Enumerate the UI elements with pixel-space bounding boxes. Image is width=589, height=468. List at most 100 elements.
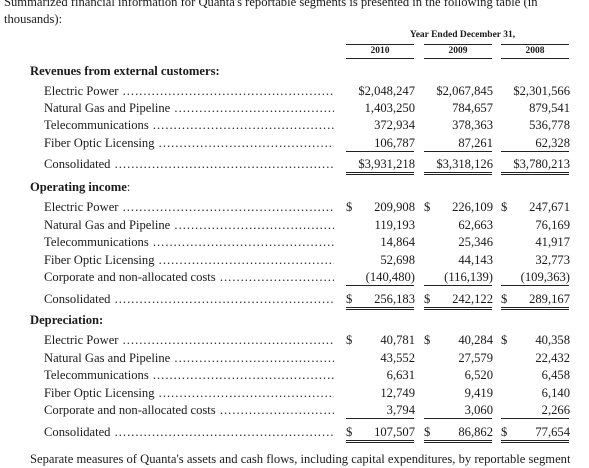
value-cell: (116,139) <box>424 269 493 286</box>
section-title-wrap: Operating income: <box>30 180 130 195</box>
value-number: 40,284 <box>458 332 493 349</box>
intro-paragraph: Summarized financial information for Qua… <box>4 0 584 28</box>
value-number: 25,346 <box>458 234 493 251</box>
dollar-sign: $ <box>501 332 507 349</box>
value-cell: 784,657 <box>424 100 493 117</box>
value-number: (109,363) <box>521 269 570 286</box>
value-cell: $226,109 <box>424 199 493 216</box>
section-title: Revenues from external customers: <box>30 64 220 79</box>
subtotal-rule <box>501 151 569 152</box>
value-number: 76,169 <box>535 217 570 234</box>
value-cell: 6,520 <box>424 367 493 384</box>
value-cell: 6,140 <box>501 385 570 402</box>
value-cell: 41,917 <box>501 234 570 251</box>
row-label: Corporate and non-allocated costs ......… <box>44 269 334 286</box>
value-cell: 536,778 <box>501 117 570 134</box>
value-number: 27,579 <box>458 350 493 367</box>
row-label-text: Corporate and non-allocated costs <box>44 270 216 284</box>
row-label-text: Fiber Optic Licensing <box>44 253 155 267</box>
row-label-text: Fiber Optic Licensing <box>44 136 155 150</box>
value-cell: 43,552 <box>346 350 415 367</box>
value-number: 289,167 <box>529 291 570 308</box>
value-cell: 119,193 <box>346 217 415 234</box>
value-number: 378,363 <box>452 117 493 134</box>
dollar-sign: $ <box>346 199 352 216</box>
value-cell: 6,458 <box>501 367 570 384</box>
dollar-sign: $ <box>501 424 507 441</box>
value-cell: 372,934 <box>346 117 415 134</box>
row-label: Natural Gas and Pipeline ...............… <box>44 217 334 234</box>
row-label: Natural Gas and Pipeline ...............… <box>44 350 334 367</box>
value-cell: $77,654 <box>501 424 570 441</box>
value-cell: 3,794 <box>346 402 415 419</box>
value-number: 784,657 <box>452 100 493 117</box>
value-cell: 2,266 <box>501 402 570 419</box>
row-label-text: Natural Gas and Pipeline <box>44 101 170 115</box>
leader-dots: ........................................… <box>110 157 334 171</box>
dollar-sign: $ <box>424 291 430 308</box>
subtotal-rule <box>424 418 492 419</box>
value-cell: 9,419 <box>424 385 493 402</box>
leader-dots: ........................................… <box>216 403 334 417</box>
row-label-text: Corporate and non-allocated costs <box>44 403 216 417</box>
value-cell: 12,749 <box>346 385 415 402</box>
total-double-rule <box>424 307 492 308</box>
value-number: 3,794 <box>387 402 415 419</box>
dollar-sign: $ <box>424 199 430 216</box>
value-number: 226,109 <box>452 199 493 216</box>
row-label: Electric Power .........................… <box>44 332 334 349</box>
total-double-rule <box>346 174 414 175</box>
value-number: 62,663 <box>458 217 493 234</box>
value-cell: 27,579 <box>424 350 493 367</box>
dollar-sign: $ <box>424 332 430 349</box>
value-number: 372,934 <box>374 117 415 134</box>
value-cell: $2,301,566 <box>501 83 570 100</box>
year-header-2008: 2008 <box>501 44 569 59</box>
value-number: 536,778 <box>529 117 570 134</box>
total-double-rule <box>501 309 569 310</box>
value-cell: 76,169 <box>501 217 570 234</box>
subtotal-rule <box>501 285 569 286</box>
value-cell: (140,480) <box>346 269 415 286</box>
value-cell: 1,403,250 <box>346 100 415 117</box>
leader-dots: ........................................… <box>110 292 334 306</box>
row-label-text: Telecommunications <box>44 368 149 382</box>
leader-dots: ........................................… <box>170 218 334 232</box>
value-number: $3,318,126 <box>436 156 493 173</box>
value-cell: $3,780,213 <box>501 156 570 173</box>
value-number: 2,266 <box>542 402 570 419</box>
value-number: $2,048,247 <box>358 83 415 100</box>
value-number: 87,261 <box>458 135 493 152</box>
value-cell: 87,261 <box>424 135 493 152</box>
total-double-rule <box>424 174 492 175</box>
value-number: 44,143 <box>458 252 493 269</box>
value-number: 6,140 <box>542 385 570 402</box>
value-cell: $247,671 <box>501 199 570 216</box>
value-number: 107,507 <box>374 424 415 441</box>
value-cell: $40,284 <box>424 332 493 349</box>
total-double-rule <box>424 309 492 310</box>
value-number: 86,862 <box>458 424 493 441</box>
value-cell: $242,122 <box>424 291 493 308</box>
leader-dots: ........................................… <box>118 84 334 98</box>
total-double-rule <box>346 442 414 443</box>
value-cell: 22,432 <box>501 350 570 367</box>
total-double-rule <box>501 442 569 443</box>
value-number: 6,631 <box>387 367 415 384</box>
section-title: Operating income <box>30 180 127 194</box>
total-double-rule <box>501 174 569 175</box>
row-label-text: Telecommunications <box>44 118 149 132</box>
value-cell: 6,631 <box>346 367 415 384</box>
row-label: Electric Power .........................… <box>44 83 334 100</box>
row-label-text: Consolidated <box>44 292 110 306</box>
value-cell: 44,143 <box>424 252 493 269</box>
row-label: Telecommunications .....................… <box>44 117 334 134</box>
row-label: Telecommunications .....................… <box>44 234 334 251</box>
row-label: Electric Power .........................… <box>44 199 334 216</box>
total-double-rule <box>346 307 414 308</box>
leader-dots: ........................................… <box>118 333 334 347</box>
subtotal-rule <box>346 418 414 419</box>
leader-dots: ........................................… <box>170 351 334 365</box>
value-cell: $2,067,845 <box>424 83 493 100</box>
row-label: Fiber Optic Licensing ..................… <box>44 135 334 152</box>
